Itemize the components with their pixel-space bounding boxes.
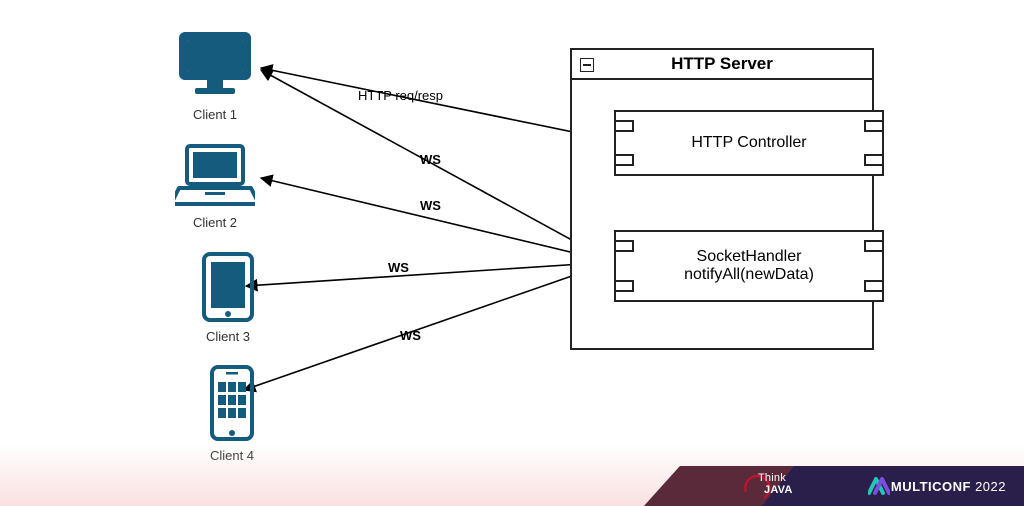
client-3: Client 3 [188, 252, 268, 344]
http-controller-component: HTTP Controller [614, 110, 884, 176]
socket-handler-component: SocketHandlernotifyAll(newData) [614, 230, 884, 302]
diagram-canvas: { "canvas": { "width": 1024, "height": 5… [0, 0, 1024, 506]
http-server-titlebar: HTTP Server [572, 50, 872, 80]
window-minimize-icon [580, 58, 594, 72]
client-3-label: Client 3 [188, 329, 268, 344]
thinkjava-logo: Think JAVA [740, 472, 800, 500]
phone-icon [192, 365, 272, 444]
client-2: Client 2 [175, 142, 255, 230]
http-server-box: HTTP Server HTTP Controller SocketHandler… [570, 48, 874, 350]
client-1: Client 1 [175, 30, 255, 122]
client-4: Client 4 [192, 365, 272, 463]
http-server-title: HTTP Server [671, 54, 773, 74]
http-reqresp-label: HTTP req/resp [358, 88, 443, 103]
tablet-icon [188, 252, 268, 325]
client-2-label: Client 2 [175, 215, 255, 230]
client-4-label: Client 4 [192, 448, 272, 463]
ws-2-label: WS [420, 198, 441, 213]
multiconf-name: MULTICONF [891, 479, 971, 494]
ws-3-label: WS [388, 260, 409, 275]
multiconf-logo-icon [868, 475, 890, 497]
http-controller-label: HTTP Controller [691, 134, 806, 152]
thinkjava-text-2: JAVA [764, 484, 793, 496]
client-1-label: Client 1 [175, 107, 255, 122]
thinkjava-text-1: Think [758, 472, 786, 484]
multiconf-year: 2022 [975, 479, 1006, 494]
desktop-icon [175, 30, 255, 103]
ws-4-label: WS [400, 328, 421, 343]
socket-handler-label: SocketHandlernotifyAll(newData) [684, 248, 814, 284]
laptop-icon [175, 142, 255, 211]
ws-1-label: WS [420, 152, 441, 167]
multiconf-text: MULTICONF 2022 [891, 479, 1006, 494]
